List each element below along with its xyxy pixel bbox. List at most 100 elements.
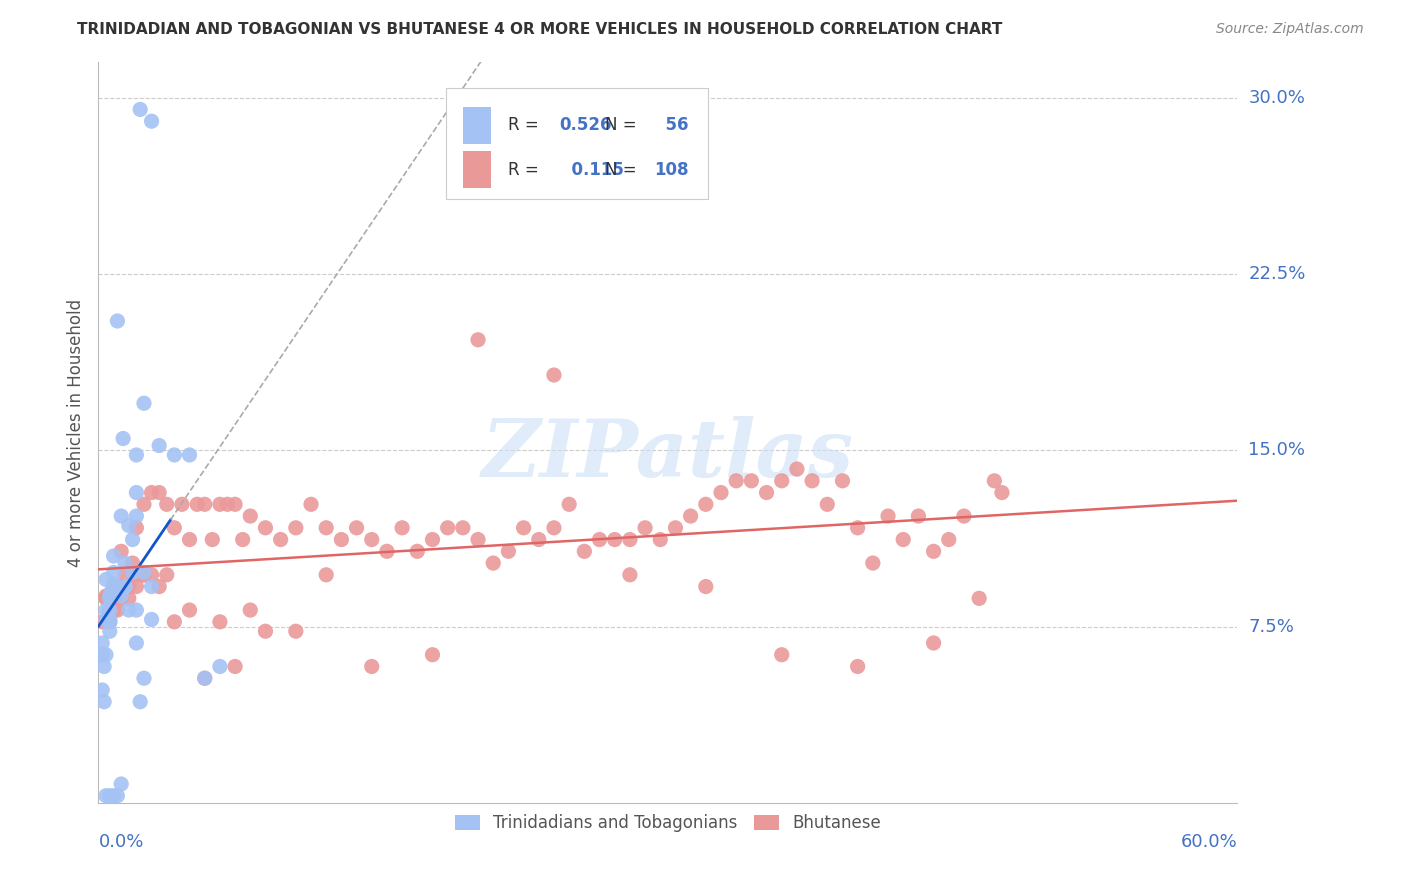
Point — [953, 509, 976, 524]
Point — [967, 591, 990, 606]
Point — [194, 671, 217, 685]
Point — [112, 432, 135, 446]
Point — [163, 615, 186, 629]
Text: 22.5%: 22.5% — [1249, 265, 1306, 283]
Text: 30.0%: 30.0% — [1249, 88, 1305, 107]
Text: 0.526: 0.526 — [560, 116, 612, 135]
Point — [482, 556, 505, 570]
Point — [118, 603, 141, 617]
Point — [141, 485, 163, 500]
Point — [815, 497, 838, 511]
Point — [125, 521, 148, 535]
Point — [498, 544, 520, 558]
Point — [467, 533, 489, 547]
Point — [94, 591, 117, 606]
Point — [114, 567, 136, 582]
Point — [141, 567, 163, 582]
Point — [156, 497, 179, 511]
Point — [125, 580, 148, 594]
Text: ZIPatlas: ZIPatlas — [482, 416, 853, 493]
Point — [110, 580, 132, 594]
Point — [103, 549, 125, 563]
Point — [121, 566, 143, 580]
Point — [94, 648, 117, 662]
Point — [786, 462, 808, 476]
Point — [103, 580, 125, 594]
Point — [695, 580, 717, 594]
Point — [179, 448, 201, 462]
Point — [194, 671, 217, 685]
FancyBboxPatch shape — [446, 88, 707, 200]
Point — [907, 509, 929, 524]
FancyBboxPatch shape — [463, 107, 491, 144]
Point — [208, 659, 231, 673]
Point — [125, 636, 148, 650]
Text: Source: ZipAtlas.com: Source: ZipAtlas.com — [1216, 22, 1364, 37]
Point — [179, 533, 201, 547]
Point — [98, 603, 121, 617]
Point — [217, 497, 239, 511]
Point — [163, 521, 186, 535]
Point — [103, 577, 125, 591]
Point — [186, 497, 208, 511]
Point — [94, 603, 117, 617]
Point — [100, 584, 122, 599]
Point — [375, 544, 398, 558]
Point — [543, 521, 565, 535]
Text: 0.0%: 0.0% — [98, 833, 143, 851]
Text: 60.0%: 60.0% — [1181, 833, 1237, 851]
Point — [330, 533, 353, 547]
Point — [436, 521, 458, 535]
Point — [107, 580, 129, 594]
Point — [93, 659, 115, 673]
Point — [110, 509, 132, 524]
Point — [148, 438, 170, 452]
Point — [527, 533, 550, 547]
Point — [588, 533, 610, 547]
Point — [98, 591, 121, 606]
Point — [194, 497, 217, 511]
Point — [170, 497, 193, 511]
Point — [91, 648, 114, 662]
Point — [107, 603, 129, 617]
Text: 7.5%: 7.5% — [1249, 617, 1295, 635]
Point — [125, 509, 148, 524]
Point — [315, 521, 337, 535]
Point — [94, 789, 117, 803]
Point — [239, 603, 262, 617]
Point — [254, 521, 277, 535]
Point — [862, 556, 884, 570]
Point — [451, 521, 474, 535]
Point — [922, 636, 945, 650]
Point — [97, 612, 120, 626]
Point — [132, 567, 155, 582]
Point — [710, 485, 733, 500]
Point — [422, 648, 444, 662]
Point — [619, 533, 641, 547]
Point — [664, 521, 686, 535]
Point — [512, 521, 534, 535]
Point — [114, 580, 136, 594]
FancyBboxPatch shape — [463, 152, 491, 188]
Point — [179, 603, 201, 617]
Point — [770, 648, 793, 662]
Point — [103, 603, 125, 617]
Point — [132, 567, 155, 582]
Point — [114, 556, 136, 570]
Point — [91, 615, 114, 629]
Point — [650, 533, 672, 547]
Point — [103, 789, 125, 803]
Point — [103, 566, 125, 580]
Point — [422, 533, 444, 547]
Point — [148, 580, 170, 594]
Point — [91, 683, 114, 698]
Point — [725, 474, 748, 488]
Point — [94, 612, 117, 626]
Point — [346, 521, 368, 535]
Point — [201, 533, 224, 547]
Point — [938, 533, 960, 547]
Point — [877, 509, 900, 524]
Point — [406, 544, 429, 558]
Point — [922, 544, 945, 558]
Point — [141, 114, 163, 128]
